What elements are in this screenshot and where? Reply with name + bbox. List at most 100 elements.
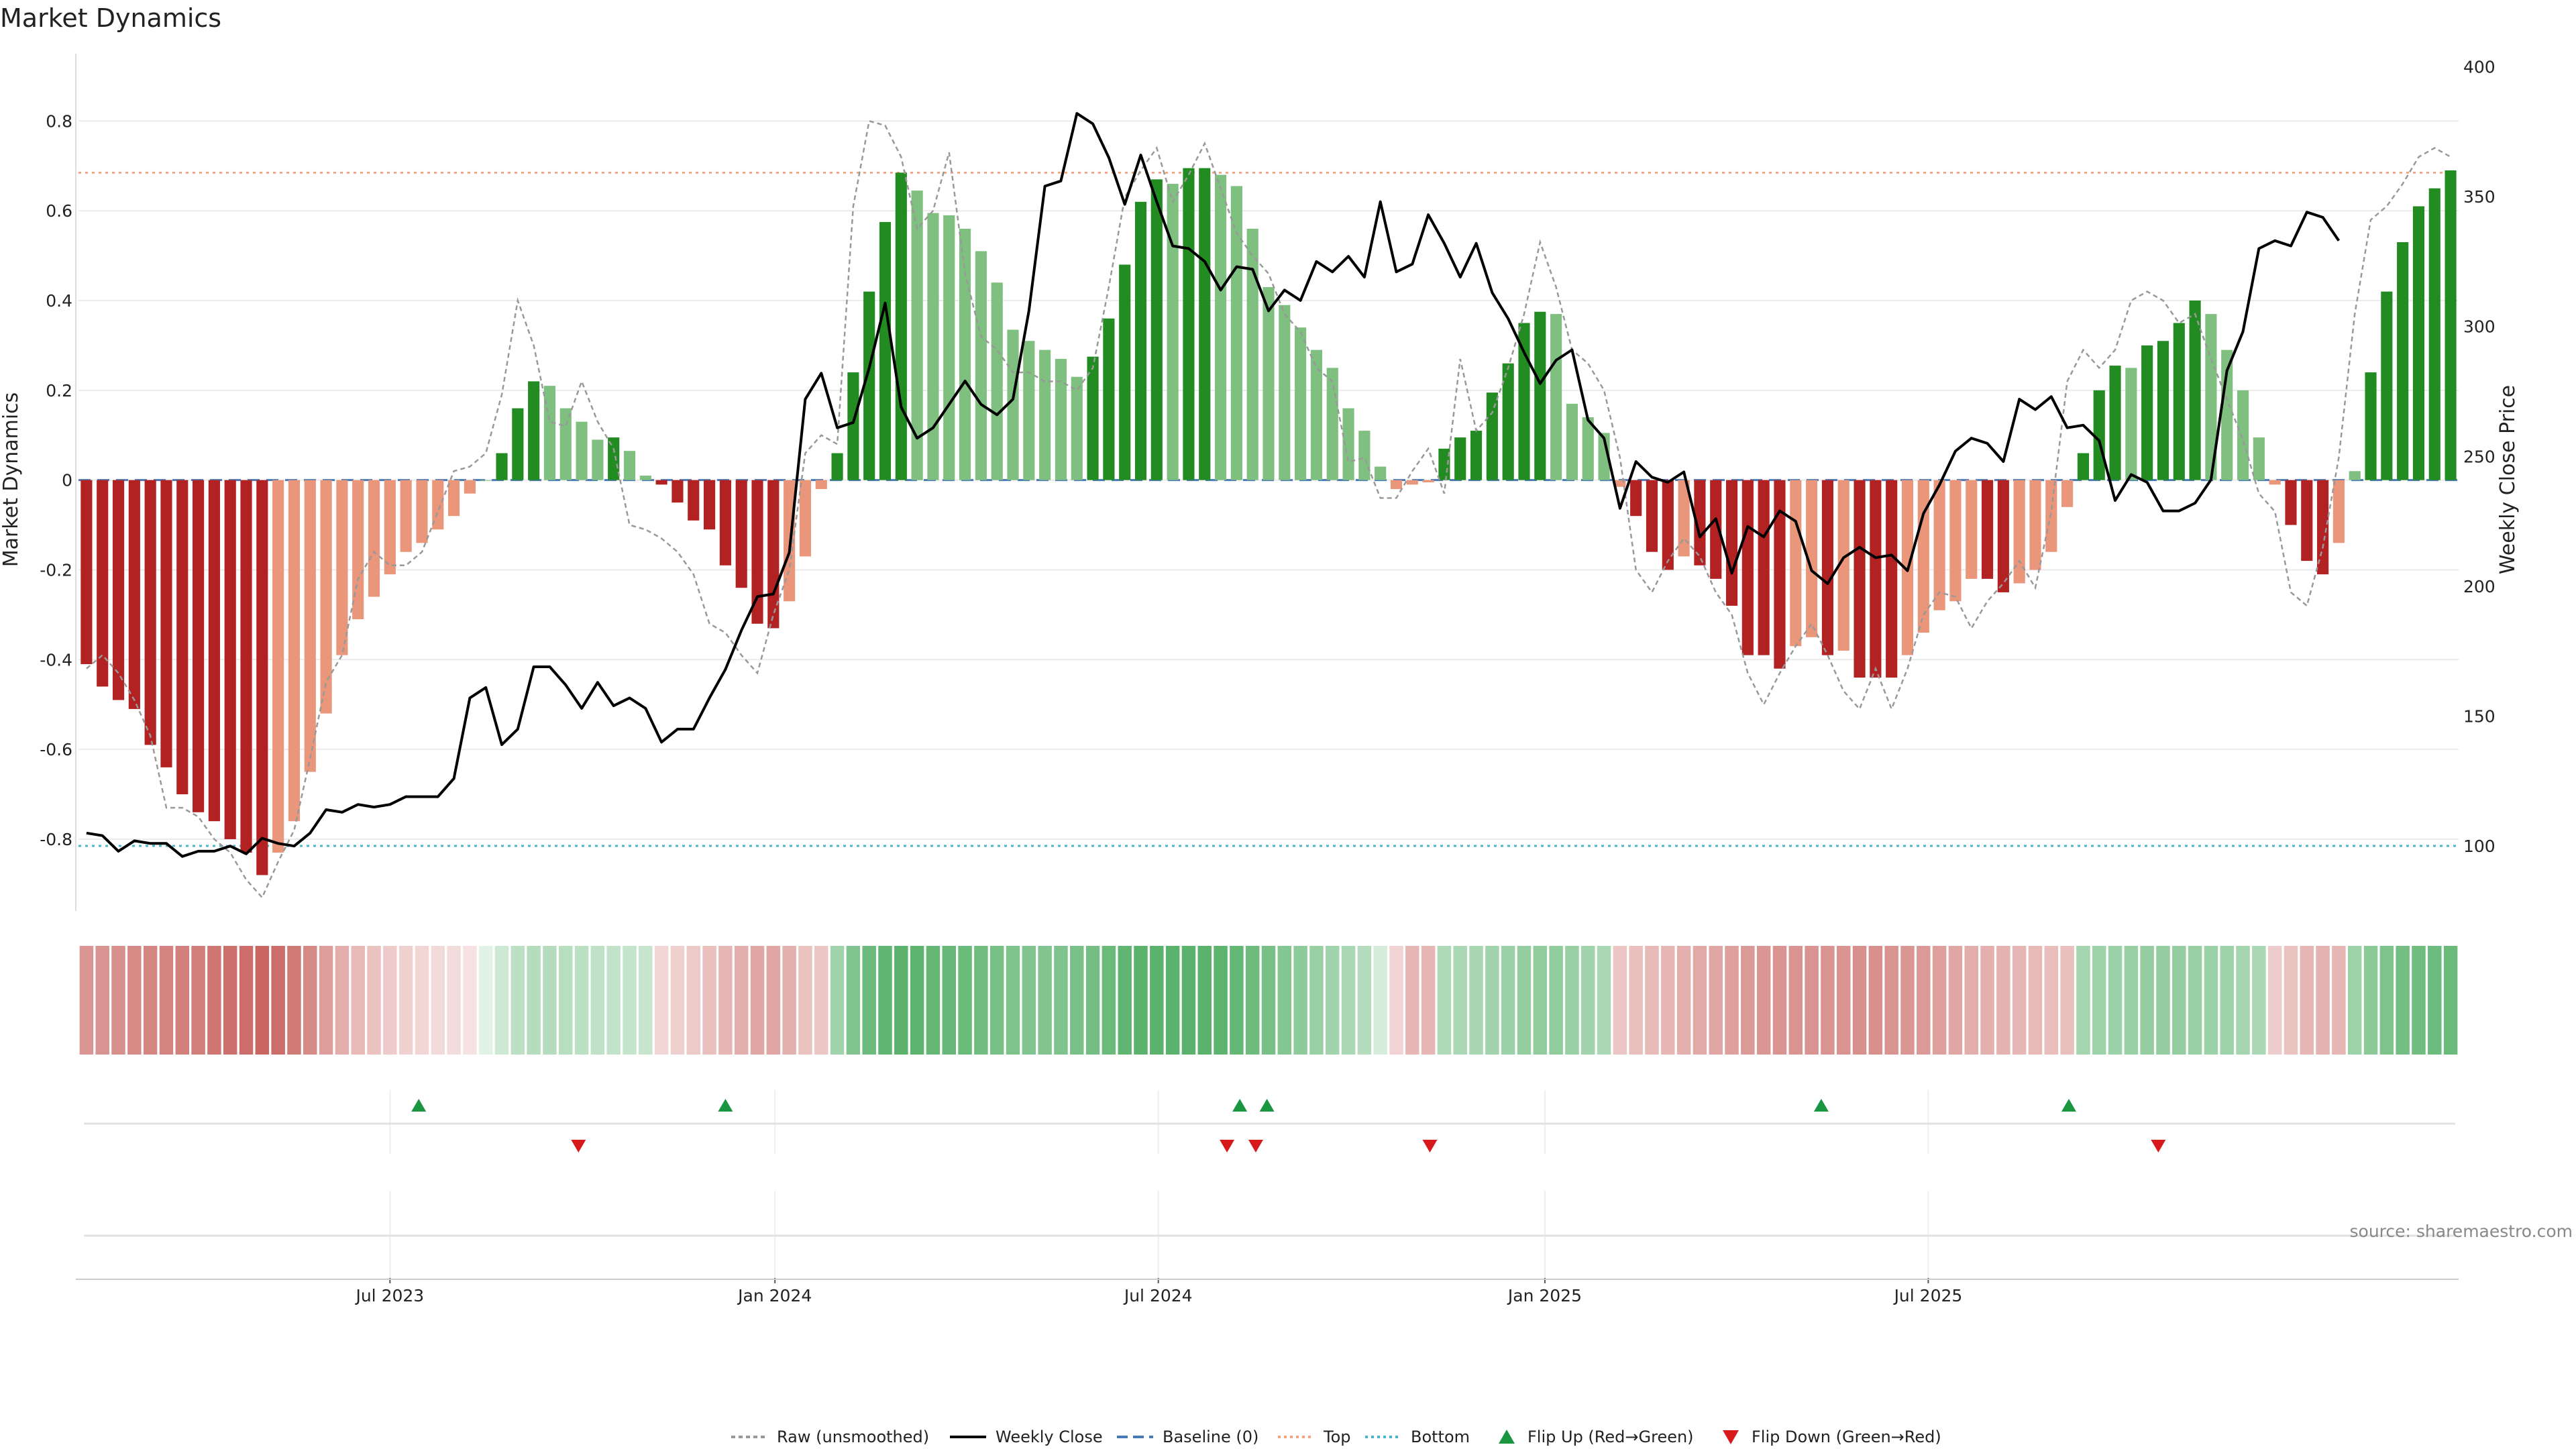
dynamics-bar bbox=[1646, 480, 1658, 552]
heat-cell bbox=[750, 946, 765, 1055]
legend-label: Bottom bbox=[1411, 1428, 1470, 1446]
heat-cell bbox=[1948, 946, 1963, 1055]
heat-cell bbox=[2124, 946, 2139, 1055]
heat-cell bbox=[2028, 946, 2043, 1055]
heat-cell bbox=[207, 946, 221, 1055]
flip-up-marker bbox=[2061, 1099, 2076, 1112]
heat-cell bbox=[1932, 946, 1947, 1055]
heat-cell bbox=[2060, 946, 2074, 1055]
right-tick-label: 200 bbox=[2463, 577, 2496, 596]
dynamics-bar bbox=[2445, 170, 2457, 480]
dynamics-bar bbox=[799, 480, 812, 557]
dynamics-bar bbox=[2045, 480, 2057, 552]
dynamics-bar bbox=[1725, 480, 1738, 606]
dynamics-bar bbox=[1279, 305, 1291, 480]
dynamics-bar bbox=[2093, 390, 2105, 480]
chart-title: Market Dynamics bbox=[0, 3, 221, 33]
heat-cell bbox=[398, 946, 413, 1055]
dynamics-bar bbox=[352, 480, 364, 620]
right-tick-label: 150 bbox=[2463, 707, 2496, 727]
heat-cell bbox=[910, 946, 924, 1055]
flip-down-marker bbox=[571, 1140, 586, 1152]
heat-cell bbox=[1134, 946, 1148, 1055]
dynamics-bar bbox=[1007, 329, 1019, 480]
legend-label: Flip Down (Green→Red) bbox=[1752, 1428, 1941, 1446]
dynamics-bar bbox=[1119, 264, 1131, 480]
flip-up-marker bbox=[1813, 1099, 1829, 1112]
heat-cell bbox=[255, 946, 270, 1055]
dynamics-bar bbox=[719, 480, 731, 566]
heat-cell bbox=[782, 946, 796, 1055]
heat-cell bbox=[1996, 946, 2010, 1055]
dynamics-bar bbox=[879, 221, 892, 480]
left-tick-label: 0 bbox=[62, 471, 72, 490]
dynamics-bar bbox=[112, 480, 125, 700]
dynamics-bar bbox=[193, 480, 205, 812]
heat-cell bbox=[2428, 946, 2442, 1055]
dynamics-bar bbox=[416, 480, 428, 543]
dynamics-bar bbox=[2381, 291, 2393, 480]
flip-up-marker bbox=[411, 1099, 427, 1112]
dynamics-bar bbox=[2173, 323, 2185, 480]
dynamics-bar bbox=[943, 215, 955, 480]
heat-cell bbox=[2284, 946, 2298, 1055]
dynamics-bar bbox=[1630, 480, 1642, 517]
dynamics-bar bbox=[128, 480, 140, 709]
heat-cell bbox=[814, 946, 828, 1055]
heat-cell bbox=[239, 946, 254, 1055]
dynamics-bar bbox=[688, 480, 700, 521]
dynamics-bar bbox=[480, 480, 492, 481]
heat-cell bbox=[862, 946, 876, 1055]
heat-cell bbox=[1022, 946, 1036, 1055]
source-note: source: sharemaestro.com bbox=[2350, 1222, 2573, 1241]
right-tick-label: 350 bbox=[2463, 187, 2496, 207]
heat-cell bbox=[2044, 946, 2059, 1055]
dynamics-bar bbox=[991, 282, 1003, 480]
dynamics-bar bbox=[2269, 480, 2281, 485]
dynamics-bar bbox=[240, 480, 252, 853]
dynamics-bar bbox=[576, 421, 588, 480]
heat-cell bbox=[1102, 946, 1116, 1055]
heat-cell bbox=[1709, 946, 1723, 1055]
dynamics-bar bbox=[1502, 363, 1514, 480]
dynamics-bar bbox=[2253, 437, 2265, 480]
dynamics-bar bbox=[2125, 368, 2137, 480]
dynamics-bar bbox=[144, 480, 156, 745]
heat-cell bbox=[559, 946, 573, 1055]
dynamics-bar bbox=[2013, 480, 2025, 584]
dynamics-bar bbox=[704, 480, 716, 530]
heat-cell bbox=[2188, 946, 2202, 1055]
dynamics-bar bbox=[559, 408, 572, 480]
price-and-raw-lines bbox=[86, 112, 2451, 900]
heat-cell bbox=[1277, 946, 1292, 1055]
heat-cell bbox=[1852, 946, 1867, 1055]
dynamics-bar bbox=[1183, 168, 1195, 480]
heat-cell bbox=[1421, 946, 1436, 1055]
dynamics-bar bbox=[1087, 356, 1099, 480]
heat-cell bbox=[686, 946, 701, 1055]
x-tick-label: Jan 2024 bbox=[737, 1286, 812, 1305]
heat-cell bbox=[574, 946, 589, 1055]
flip-signal-panel bbox=[84, 1090, 2455, 1154]
flip-up-marker bbox=[1259, 1099, 1275, 1112]
heat-cell bbox=[2396, 946, 2410, 1055]
heat-cell bbox=[2267, 946, 2282, 1055]
heat-cell bbox=[878, 946, 892, 1055]
dynamics-bar bbox=[2077, 453, 2089, 480]
dynamics-bar bbox=[1821, 480, 1833, 655]
dynamics-bar bbox=[1055, 358, 1067, 480]
dynamics-bar bbox=[1774, 480, 1786, 669]
legend-label: Baseline (0) bbox=[1163, 1428, 1258, 1446]
heat-cell bbox=[1181, 946, 1196, 1055]
dynamics-bars bbox=[80, 168, 2457, 875]
legend-swatch bbox=[1723, 1430, 1739, 1444]
heat-cell bbox=[527, 946, 541, 1055]
dynamics-bar bbox=[2205, 314, 2217, 480]
right-tick-label: 300 bbox=[2463, 317, 2496, 337]
dynamics-bar bbox=[831, 453, 843, 480]
dynamics-bar bbox=[1326, 368, 1338, 480]
dynamics-bar bbox=[176, 480, 189, 795]
dynamics-bar bbox=[1150, 179, 1163, 480]
heat-cell bbox=[1006, 946, 1020, 1055]
dynamics-bar bbox=[1886, 480, 1898, 678]
